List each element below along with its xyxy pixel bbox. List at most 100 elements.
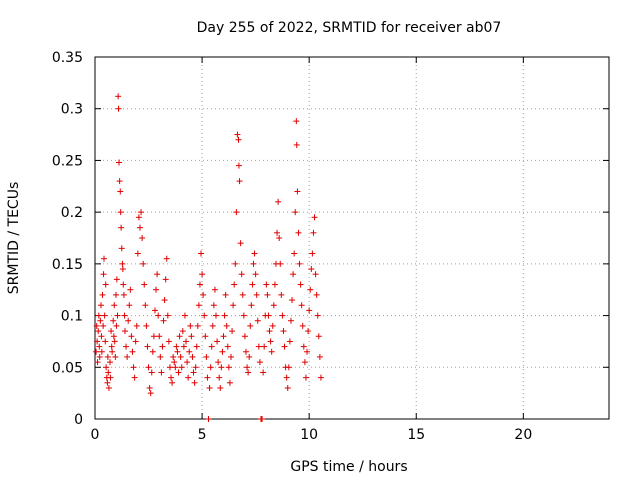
data-point [114, 312, 121, 319]
data-point [119, 266, 126, 273]
data-point [214, 338, 221, 345]
data-point [208, 343, 215, 350]
data-point [140, 260, 147, 267]
data-point [104, 379, 111, 386]
data-point [263, 281, 270, 288]
data-point [283, 374, 290, 381]
data-point [242, 348, 249, 355]
data-point [142, 302, 149, 309]
data-point [229, 328, 236, 335]
data-point [120, 281, 127, 288]
data-point [247, 322, 254, 329]
data-point [103, 364, 110, 371]
data-point [101, 312, 108, 319]
data-point [133, 322, 140, 329]
data-point [309, 250, 316, 257]
data-point [202, 333, 209, 340]
data-point [107, 374, 114, 381]
data-point [226, 379, 233, 386]
data-point [117, 209, 124, 216]
data-point [237, 240, 244, 247]
data-point [230, 302, 237, 309]
y-tick-label: 0.2 [61, 205, 83, 221]
data-point [235, 136, 242, 143]
data-point [286, 338, 293, 345]
x-tick-label: 15 [407, 427, 425, 443]
y-tick-label: 0 [74, 412, 83, 428]
data-point [224, 343, 231, 350]
data-point [151, 307, 158, 314]
data-point [171, 359, 178, 366]
data-point [284, 384, 291, 391]
data-point [195, 302, 202, 309]
data-point [129, 348, 136, 355]
plot-area-border [94, 56, 610, 420]
x-tick-label: 10 [300, 427, 318, 443]
data-point [147, 390, 154, 397]
data-point [94, 359, 101, 366]
data-point [221, 312, 228, 319]
data-point [201, 312, 208, 319]
data-point [111, 302, 118, 309]
data-point [110, 317, 117, 324]
data-point [156, 333, 163, 340]
data-point [160, 317, 167, 324]
data-point [280, 328, 287, 335]
data-point [102, 281, 109, 288]
data-point [253, 291, 260, 298]
data-point [181, 312, 188, 319]
data-point [260, 369, 267, 376]
data-point [240, 312, 247, 319]
data-point [213, 312, 220, 319]
data-point [97, 317, 104, 324]
data-point [97, 302, 104, 309]
data-point [113, 322, 120, 329]
data-point [99, 291, 106, 298]
data-point [120, 291, 127, 298]
data-point [250, 260, 257, 267]
data-point [239, 291, 246, 298]
data-point [265, 312, 272, 319]
data-point [166, 364, 173, 371]
grid [94, 56, 609, 420]
data-point [306, 307, 313, 314]
data-point [301, 359, 308, 366]
data-point [108, 343, 115, 350]
data-point [144, 343, 151, 350]
data-point [170, 353, 177, 360]
data-point [297, 281, 304, 288]
data-point [162, 276, 169, 283]
data-point [180, 343, 187, 350]
data-point [132, 338, 139, 345]
data-point [134, 250, 141, 257]
data-point [191, 379, 198, 386]
data-point [146, 384, 153, 391]
data-point [93, 322, 100, 329]
y-tick-label: 0.3 [61, 102, 83, 118]
data-point [188, 333, 195, 340]
data-point [316, 353, 323, 360]
data-point [209, 322, 216, 329]
y-axis-label: SRMTID / TECUs [6, 182, 22, 295]
data-point [227, 353, 234, 360]
data-point [295, 229, 302, 236]
data-point [189, 353, 196, 360]
data-point [285, 364, 292, 371]
data-point [192, 364, 199, 371]
data-point [292, 209, 299, 216]
data-point [310, 229, 317, 236]
data-point [308, 266, 315, 273]
chart-title: Day 255 of 2022, SRMTID for receiver ab0… [197, 20, 502, 36]
data-point [157, 353, 164, 360]
y-tick-label: 0.05 [52, 360, 83, 376]
data-point [143, 322, 150, 329]
data-point [236, 178, 243, 185]
data-point [95, 312, 102, 319]
data-point [216, 374, 223, 381]
data-point [198, 250, 205, 257]
data-point [290, 271, 297, 278]
data-point [317, 374, 324, 381]
data-point [106, 359, 113, 366]
data-point [235, 162, 242, 169]
data-point [293, 118, 300, 125]
